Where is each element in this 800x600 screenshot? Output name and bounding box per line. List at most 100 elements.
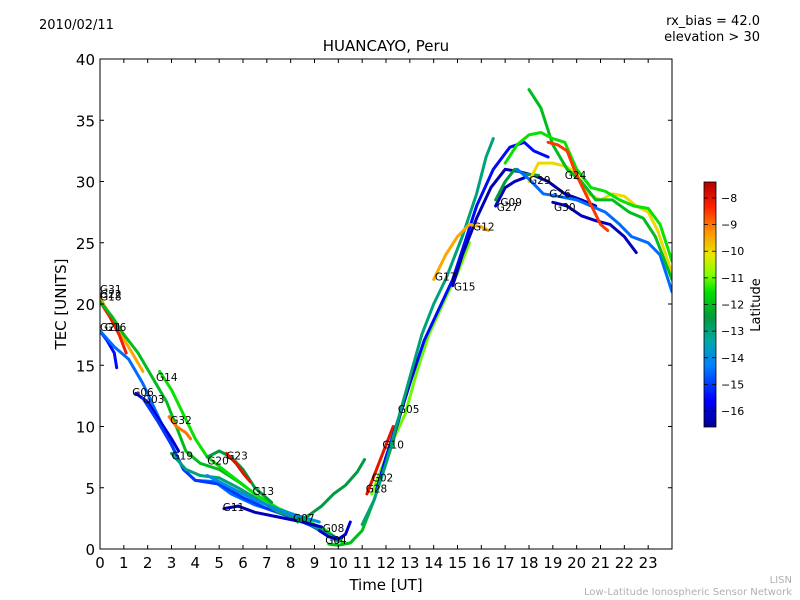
- x-tick-label: 21: [591, 554, 610, 572]
- satellite-label: G21: [100, 322, 122, 334]
- series-G25: [503, 131, 672, 263]
- satellite-label: G15: [454, 282, 476, 294]
- satellite-label: G08: [323, 523, 345, 535]
- satellite-label: G19: [172, 451, 194, 463]
- rx-bias-note: rx_bias = 42.0: [666, 14, 760, 29]
- x-tick-label: 14: [424, 554, 443, 572]
- colorbar-tick-label: −16: [721, 405, 744, 418]
- colorbar-tick-label: −11: [721, 272, 744, 285]
- satellite-label: G17: [435, 272, 457, 284]
- x-tick-label: 11: [353, 554, 372, 572]
- satellite-label: G28: [366, 484, 388, 496]
- series-G27: [494, 176, 526, 208]
- satellite-label: G31: [100, 284, 122, 296]
- x-tick-label: 9: [310, 554, 320, 572]
- x-tick-label: 3: [167, 554, 177, 572]
- satellite-label: G26: [549, 188, 571, 200]
- y-tick-label: 40: [76, 51, 95, 69]
- y-tick-label: 30: [76, 174, 95, 192]
- series-G24: [527, 88, 672, 281]
- satellite-label: G18: [100, 291, 122, 303]
- x-tick-label: 13: [400, 554, 419, 572]
- satellite-label: G22: [100, 289, 122, 301]
- x-tick-label: 7: [262, 554, 272, 572]
- x-tick-label: 10: [329, 554, 348, 572]
- series-G01: [546, 140, 610, 232]
- x-tick-label: 2: [143, 554, 153, 572]
- series-G09: [494, 167, 540, 202]
- x-tick-label: 1: [119, 554, 129, 572]
- satellite-label: G12: [473, 222, 495, 234]
- x-tick-label: 8: [286, 554, 296, 572]
- colorbar-tick-label: −8: [721, 192, 737, 205]
- y-tick-label: 35: [76, 112, 95, 130]
- colorbar-tick-label: −9: [721, 219, 737, 232]
- date-label: 2010/02/11: [39, 18, 114, 33]
- series-G16: [100, 329, 340, 544]
- satellite-label: G03: [143, 394, 165, 406]
- x-tick-label: 17: [496, 554, 515, 572]
- x-tick-label: 20: [567, 554, 586, 572]
- series-G26: [515, 167, 672, 294]
- y-tick-label: 20: [76, 296, 95, 314]
- colorbar-label: Latitude: [749, 278, 764, 332]
- credit-full: Low-Latitude Ionospheric Sensor Network: [584, 587, 792, 598]
- colorbar-tick-label: −10: [721, 245, 744, 258]
- colorbar-ticks: −8 −9 −10 −11 −12 −13 −14 −15 −16: [704, 192, 744, 418]
- satellite-label: G05: [398, 404, 420, 416]
- series-G21: [100, 329, 119, 370]
- x-tick-label: 15: [448, 554, 467, 572]
- satellite-label: G11: [223, 502, 245, 514]
- colorbar-tick-label: −12: [721, 299, 744, 312]
- x-axis-label: Time [UT]: [348, 576, 422, 594]
- satellite-label: G27: [497, 202, 519, 214]
- chart-title: HUANCAYO, Peru: [0, 37, 772, 55]
- series-G11: [222, 504, 324, 529]
- satellite-label: G30: [554, 202, 576, 214]
- x-tick-label: 18: [519, 554, 538, 572]
- chart-title-text: HUANCAYO, Peru: [322, 37, 450, 55]
- series-G28: [365, 425, 395, 496]
- series-G17: [360, 137, 495, 526]
- y-tick-label: 25: [76, 235, 95, 253]
- series-G32: [167, 415, 193, 441]
- credit-short: LISN: [769, 575, 792, 586]
- satellite-label: G29: [529, 175, 551, 187]
- series-G12: [432, 222, 490, 281]
- y-tick-label: 10: [76, 419, 95, 437]
- satellite-label: G09: [500, 197, 522, 209]
- series-G08: [317, 520, 352, 541]
- x-tick-label: 4: [191, 554, 201, 572]
- series-G23: [224, 451, 252, 484]
- satellite-label: G23: [226, 451, 248, 463]
- satellite-label: G07: [293, 513, 315, 525]
- x-tick-label: 23: [639, 554, 658, 572]
- satellite-label: G14: [156, 372, 178, 384]
- x-tick-label: 6: [238, 554, 248, 572]
- y-tick-label: 0: [85, 541, 95, 559]
- series-G18: [100, 300, 257, 496]
- satellite-label: G02: [372, 473, 394, 485]
- satellite-label: G04: [325, 535, 347, 547]
- satellite-label: G13: [253, 486, 275, 498]
- satellite-label: G20: [207, 456, 229, 468]
- y-tick-label: 5: [85, 480, 95, 498]
- x-tick-label: 19: [543, 554, 562, 572]
- x-tick-label: 22: [615, 554, 634, 572]
- colorbar-tick-label: −13: [721, 325, 744, 338]
- series-G30: [551, 200, 638, 255]
- colorbar-tick-label: −15: [721, 378, 744, 391]
- x-tick-label: 16: [472, 554, 491, 572]
- satellite-label: G32: [170, 415, 192, 427]
- x-tick-label: 0: [95, 554, 105, 572]
- satellite-label: G16: [105, 322, 127, 334]
- axis-layer: 0 1 2 3 4 5 6 7 8 9 10 11 12 13 14 15 16 17 18 19 20 21 22 2305…: [76, 51, 672, 572]
- x-tick-label: 12: [376, 554, 395, 572]
- satellite-label: G06: [132, 387, 154, 399]
- y-axis-label: TEC [UNITS]: [52, 259, 70, 351]
- colorbar-tick-label: −14: [721, 352, 744, 365]
- series-G10: [375, 140, 550, 492]
- series-G07: [296, 458, 366, 524]
- x-tick-label: 5: [214, 554, 224, 572]
